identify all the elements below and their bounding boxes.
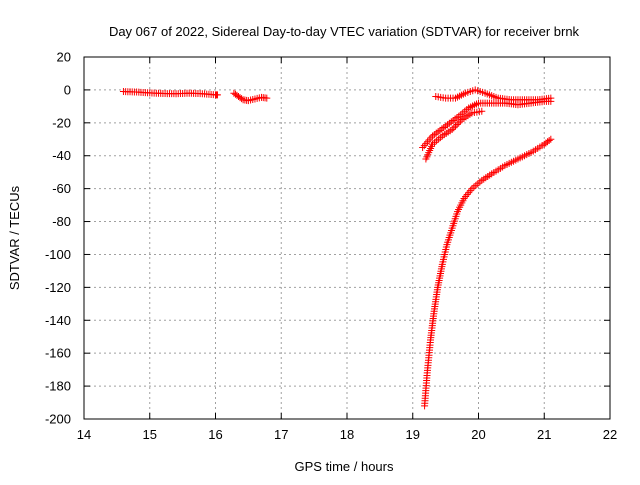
y-tick-label: -120 [45, 280, 71, 295]
data-point [547, 135, 555, 143]
data-point [455, 119, 463, 127]
data-point [453, 120, 461, 128]
data-point [213, 91, 221, 99]
data-point [451, 122, 459, 130]
data-point [427, 134, 435, 142]
series-arc-5 [422, 107, 486, 163]
data-point [547, 97, 555, 105]
data-point [238, 95, 246, 103]
x-tick-label: 15 [143, 427, 157, 442]
series-arc-2 [230, 89, 271, 105]
x-axis-label: GPS time / hours [295, 459, 394, 474]
x-tick-label: 17 [274, 427, 288, 442]
axis-ticks: 14 15 16 17 18 19 20 21 22-200-180-160-140-120-1… [45, 50, 617, 443]
y-axis-label: SDTVAR / TECUs [7, 185, 22, 290]
x-tick-label: 18 [340, 427, 354, 442]
x-tick-label: 16 [208, 427, 222, 442]
data-point [419, 144, 427, 151]
y-tick-label: -80 [52, 214, 71, 229]
y-tick-label: -200 [45, 412, 71, 427]
y-tick-label: -140 [45, 313, 71, 328]
y-tick-label: -160 [45, 346, 71, 361]
data-point [450, 124, 458, 132]
x-tick-label: 22 [603, 427, 617, 442]
y-tick-label: 0 [64, 82, 71, 97]
data-point [545, 137, 553, 145]
chart-title: Day 067 of 2022, Sidereal Day-to-day VTE… [109, 24, 580, 39]
data-point [448, 125, 456, 133]
y-tick-label: 20 [57, 50, 71, 65]
y-tick-label: -40 [52, 148, 71, 163]
x-tick-label: 20 [471, 427, 485, 442]
data-point [263, 94, 271, 102]
y-tick-label: -180 [45, 379, 71, 394]
x-tick-label: 19 [406, 427, 420, 442]
y-tick-label: -60 [52, 181, 71, 196]
data-point [478, 107, 486, 115]
series-arc-3 [432, 86, 555, 104]
y-tick-label: -100 [45, 247, 71, 262]
series-arc-1 [119, 88, 221, 99]
plot-frame [83, 56, 611, 420]
series-arc-4 [419, 97, 555, 151]
grid [84, 57, 610, 419]
series-arc-6 [421, 135, 555, 410]
data-point [456, 117, 464, 125]
x-tick-label: 14 [77, 427, 91, 442]
y-tick-label: -20 [52, 115, 71, 130]
data-point [420, 142, 428, 150]
x-tick-label: 21 [537, 427, 551, 442]
data-points [119, 86, 555, 410]
